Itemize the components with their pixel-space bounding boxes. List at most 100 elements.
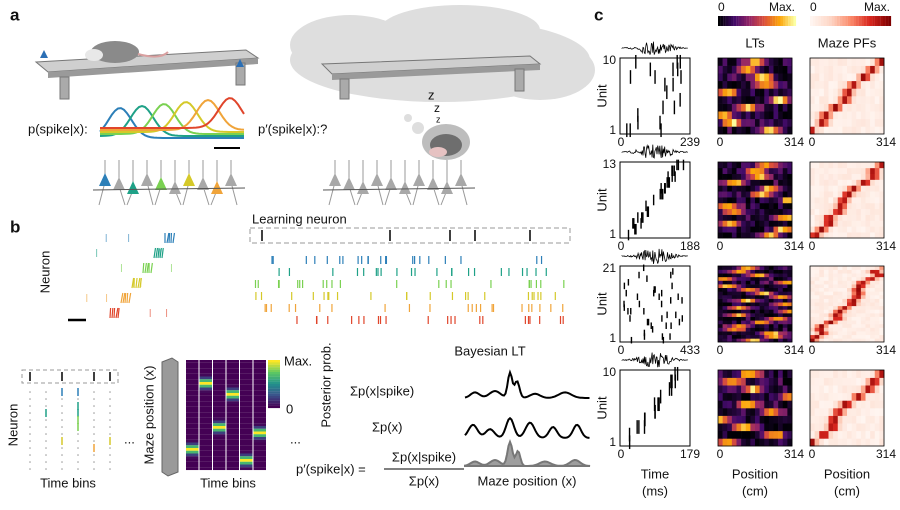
pf-cell bbox=[847, 80, 852, 89]
pf-cell bbox=[870, 191, 876, 198]
heat-cell bbox=[199, 439, 212, 443]
heat-cell bbox=[240, 439, 253, 443]
soma bbox=[385, 177, 397, 190]
colorbar-cell bbox=[268, 400, 280, 404]
colorbar-cell bbox=[780, 16, 784, 26]
lt-cell bbox=[731, 320, 737, 325]
lt-cell bbox=[759, 232, 765, 239]
lt-cell bbox=[773, 287, 779, 292]
pf-cell bbox=[823, 408, 829, 416]
pf-cell bbox=[865, 302, 871, 307]
x-tick-label: 0 bbox=[809, 135, 816, 149]
ellipsis: ... bbox=[290, 431, 301, 446]
pf-cell bbox=[842, 185, 848, 192]
pf-cell bbox=[851, 423, 857, 432]
pf-cell bbox=[860, 327, 866, 332]
pf-cell bbox=[847, 96, 852, 104]
pf-cell bbox=[874, 305, 880, 310]
pf-cell bbox=[833, 167, 839, 174]
waveform bbox=[621, 144, 688, 159]
pf-cell bbox=[810, 220, 815, 227]
lt-cell bbox=[778, 226, 784, 233]
lt-cell bbox=[778, 323, 784, 328]
tuning-curve bbox=[100, 101, 244, 133]
lt-cell bbox=[755, 280, 760, 285]
pf-cell bbox=[865, 266, 871, 270]
lt-cell bbox=[778, 280, 784, 285]
heat-cell bbox=[253, 423, 266, 427]
colorbar-label: 0 bbox=[810, 0, 817, 14]
pf-cell bbox=[879, 179, 885, 186]
lt-cell bbox=[731, 232, 737, 239]
heat-cell bbox=[226, 442, 239, 446]
pf-cell bbox=[865, 232, 871, 239]
lt-cell bbox=[773, 302, 779, 307]
pf-cell bbox=[860, 423, 866, 432]
heat-cell bbox=[253, 415, 266, 418]
lt-cell bbox=[741, 65, 747, 74]
axis-label: Unit bbox=[594, 396, 609, 420]
pf-cell bbox=[879, 266, 885, 270]
pf-cell bbox=[851, 287, 857, 292]
heat-cell bbox=[253, 428, 266, 432]
lt-cell bbox=[787, 197, 793, 204]
lt-cell bbox=[787, 58, 793, 66]
column-title: LTs bbox=[745, 35, 765, 50]
pf-cell bbox=[819, 334, 825, 339]
pf-cell bbox=[847, 302, 852, 307]
lt-cell bbox=[722, 430, 728, 439]
lt-cell bbox=[722, 338, 728, 343]
pf-cell bbox=[810, 313, 815, 317]
pf-cell bbox=[833, 305, 839, 310]
pf-cell bbox=[814, 96, 820, 104]
lt-cell bbox=[731, 423, 737, 432]
pf-cell bbox=[847, 103, 852, 112]
pf-cell bbox=[814, 338, 820, 343]
lt-cell bbox=[764, 415, 770, 424]
pf-cell bbox=[860, 284, 866, 289]
lt-cell bbox=[750, 377, 756, 386]
lt-cell bbox=[727, 202, 733, 210]
lt-cell bbox=[745, 273, 751, 278]
pf-cell bbox=[860, 273, 866, 278]
pf-cell bbox=[819, 232, 825, 239]
heat-cell bbox=[253, 371, 266, 374]
heat-cell bbox=[213, 417, 226, 421]
pf-cell bbox=[810, 294, 815, 299]
pf-cell bbox=[856, 323, 862, 328]
lt-cell bbox=[764, 111, 770, 120]
heat-cell bbox=[186, 371, 199, 374]
lt-cell bbox=[731, 276, 737, 281]
lt-cell bbox=[741, 191, 747, 198]
lt-cell bbox=[718, 111, 723, 120]
pf-cell bbox=[837, 80, 843, 89]
pf-cell bbox=[810, 415, 815, 424]
lt-cell bbox=[755, 88, 760, 97]
lt-cell bbox=[759, 80, 765, 89]
lt-cell bbox=[778, 58, 784, 66]
spike bbox=[120, 292, 124, 304]
lt-cell bbox=[718, 323, 723, 328]
pf-cell bbox=[865, 126, 871, 135]
pf-cell bbox=[842, 88, 848, 97]
pf-cell bbox=[837, 408, 843, 416]
lt-cell bbox=[755, 415, 760, 424]
tuning-curve bbox=[100, 98, 245, 131]
pf-cell bbox=[810, 269, 815, 274]
lt-cell bbox=[759, 392, 765, 401]
pf-cell bbox=[819, 214, 825, 221]
lt-cell bbox=[778, 191, 784, 198]
lt-cell bbox=[722, 284, 728, 289]
lt-cell bbox=[764, 338, 770, 343]
cloud bbox=[290, 5, 595, 160]
lt-cell bbox=[727, 377, 733, 386]
lt-cell bbox=[718, 334, 723, 339]
pf-cell bbox=[860, 167, 866, 174]
pf-cell bbox=[856, 96, 862, 104]
x-tick-label: 314 bbox=[876, 447, 896, 461]
lt-cell bbox=[736, 316, 742, 321]
heat-cell bbox=[253, 434, 266, 438]
sleep-label: p′(spike|x):? bbox=[258, 121, 327, 136]
pf-cell bbox=[865, 415, 871, 424]
lt-cell bbox=[750, 167, 756, 174]
